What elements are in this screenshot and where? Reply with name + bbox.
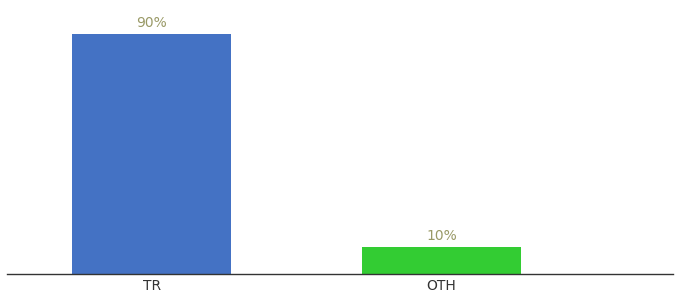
Text: 90%: 90% (137, 16, 167, 30)
Text: 10%: 10% (426, 230, 457, 244)
Bar (362, 248, 521, 274)
Bar (72, 34, 231, 274)
